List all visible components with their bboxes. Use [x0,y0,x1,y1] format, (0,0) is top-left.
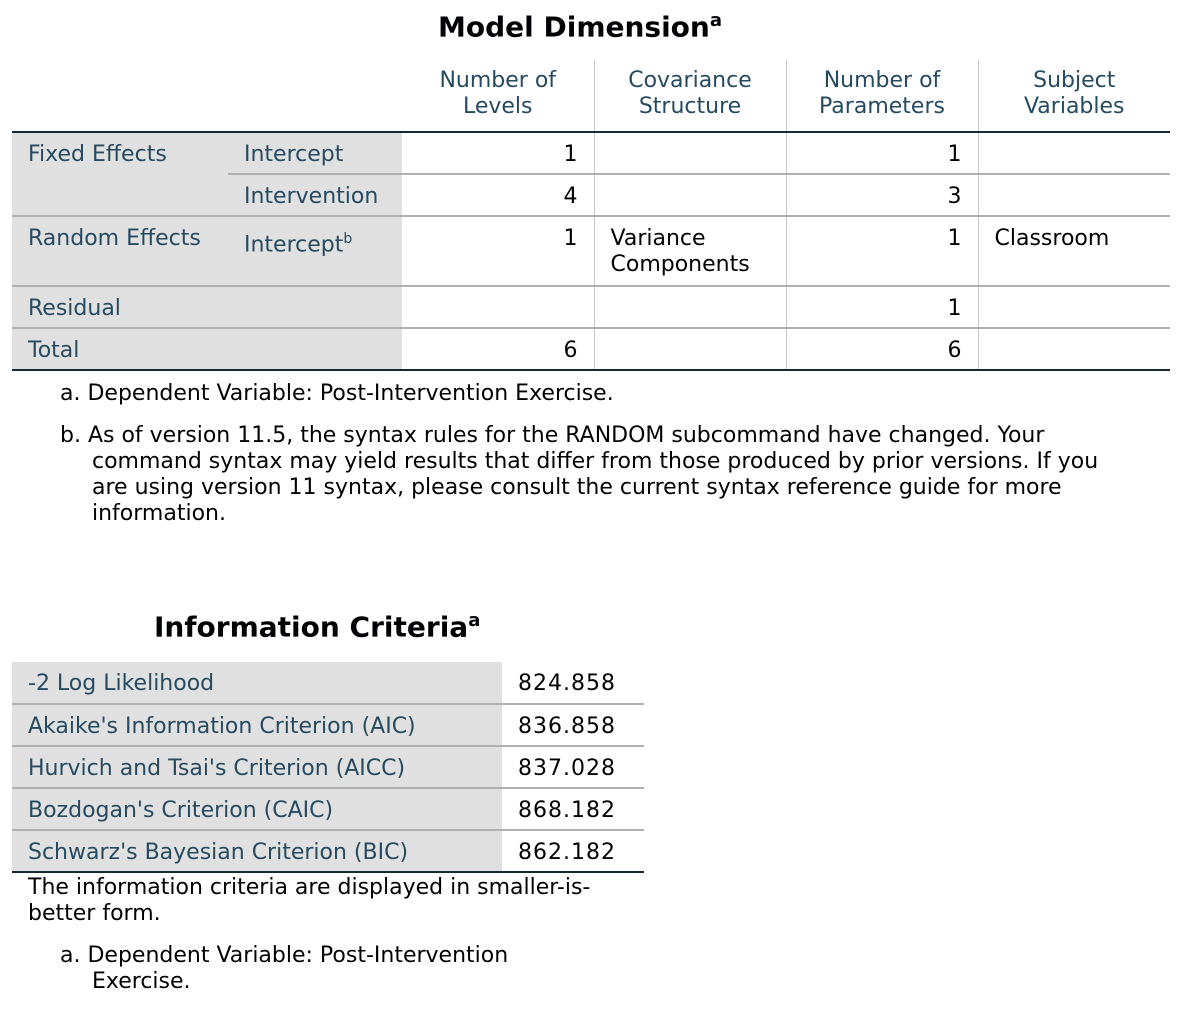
row-effect-label [228,327,402,370]
row-effect-label [228,285,402,328]
cell-parameters: 3 [785,173,978,216]
header-parameters: Number of Parameters [785,60,978,132]
cell-parameters-text: 6 [947,338,962,363]
row-effect-label-text: Intercept [244,232,344,258]
criterion-label: Akaike's Information Criterion (AIC) [12,703,502,746]
table-row: Fixed Effects Intercept 1 1 [12,132,1170,174]
table-row: Residual 1 [12,285,1170,328]
criterion-label: Bozdogan's Criterion (CAIC) [12,787,502,830]
footnote-b: b. As of version 11.5, the syntax rules … [60,423,1099,526]
table-row: Akaike's Information Criterion (AIC) 836.… [12,703,644,746]
row-group-label-text: Total [28,338,80,363]
criterion-label: -2 Log Likelihood [12,662,502,704]
cell-parameters: 6 [785,327,978,370]
table-row: Hurvich and Tsai's Criterion (AICC) 837.0… [12,745,644,788]
row-effect-label: Intercept [228,132,402,174]
model-dimension-title: Model Dimensiona [438,10,722,43]
cell-levels: 1 [402,215,594,286]
information-criteria-note: The information criteria are displayed i… [28,875,591,926]
cell-covariance [593,327,786,370]
cell-subject-text: Classroom [994,226,1110,251]
cell-levels: 1 [402,132,594,174]
table-row: Intervention 4 3 [12,173,1170,216]
cell-covariance: Variance Components [593,215,786,286]
row-group-label: Residual [12,285,228,328]
cell-covariance [593,173,786,216]
cell-levels-text: 4 [563,184,578,209]
title-text: Information Criteria [154,610,469,644]
row-group-label-text: Fixed Effects [28,142,167,167]
criterion-value: 837.028 [502,745,644,788]
cell-covariance [593,285,786,328]
cell-levels-text: 6 [563,338,578,363]
cell-parameters-text: 1 [947,226,962,251]
cell-subject [977,285,1170,328]
row-effect-label: Intervention [228,173,402,216]
row-group-label: Total [12,327,228,370]
cell-subject: Classroom [977,215,1170,286]
table-row: Schwarz's Bayesian Criterion (BIC) 862.18… [12,829,644,872]
header-levels: Number of Levels [439,68,557,119]
cell-levels-text: 1 [563,226,578,251]
criterion-value: 836.858 [502,703,644,746]
cell-covariance-text: Variance Components [610,226,750,277]
cell-levels-text: 1 [563,142,578,167]
cell-levels: 4 [402,173,594,216]
row-group-label [12,174,228,216]
cell-parameters-text: 1 [947,296,962,321]
row-group-label: Fixed Effects [12,132,228,174]
cell-parameters: 1 [785,132,978,174]
cell-parameters: 1 [785,215,978,286]
cell-parameters-text: 3 [947,184,962,209]
cell-parameters-text: 1 [947,142,962,167]
table-row: Bozdogan's Criterion (CAIC) 868.182 [12,787,644,830]
table-row: -2 Log Likelihood 824.858 [12,662,644,704]
row-group-label: Random Effects [12,215,228,286]
cell-levels: 6 [402,327,594,370]
criterion-value: 862.182 [502,829,644,872]
information-criteria-title: Information Criteriaa [154,610,480,643]
cell-subject [977,173,1170,216]
row-group-label-text: Residual [28,296,121,321]
row-effect-label: Interceptb [228,215,402,286]
row-group-label-text: Random Effects [28,226,201,251]
cell-levels [402,285,594,328]
title-text: Model Dimension [438,10,710,44]
cell-covariance [593,132,786,174]
criterion-value: 868.182 [502,787,644,830]
information-criteria-table: -2 Log Likelihood 824.858 Akaike's Informa… [12,662,644,873]
model-dimension-table: Number of Levels Covariance Structure Nu… [12,60,1170,371]
information-criteria-footnote: a. Dependent Variable: Post-Intervention… [60,943,509,994]
row-effect-label-text: Intercept [244,142,344,167]
table-row: Total 6 6 [12,327,1170,370]
header-covariance: Covariance Structure [593,60,786,132]
cell-subject [977,132,1170,174]
cell-parameters: 1 [785,285,978,328]
footnote-marker: b [343,231,353,247]
table-row: Random Effects Interceptb 1 Variance Compon… [12,215,1170,286]
header-subject: Subject Variables [977,60,1170,132]
footnote-a: a. Dependent Variable: Post-Intervention… [60,381,614,406]
criterion-label: Schwarz's Bayesian Criterion (BIC) [12,829,502,872]
cell-subject [977,327,1170,370]
row-effect-label-text: Intervention [244,184,379,209]
title-footnote-marker: a [468,610,481,631]
criterion-label: Hurvich and Tsai's Criterion (AICC) [12,745,502,788]
criterion-value: 824.858 [518,671,616,696]
title-footnote-marker: a [709,10,723,31]
